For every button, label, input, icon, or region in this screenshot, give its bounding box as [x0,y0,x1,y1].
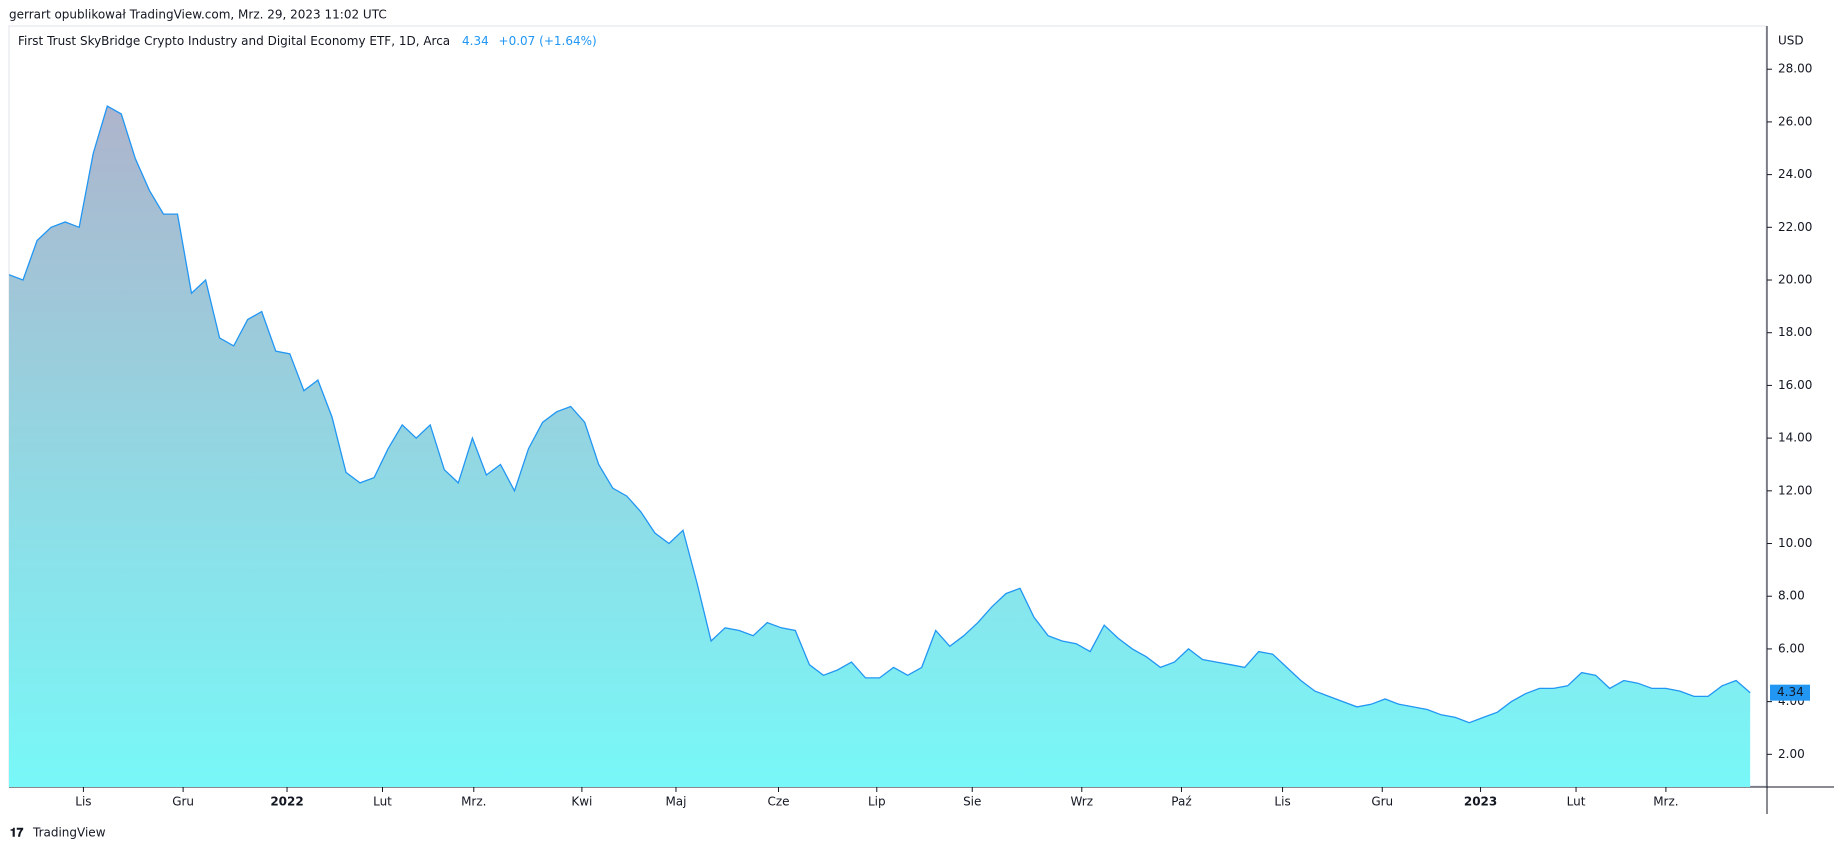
legend-title: First Trust SkyBridge Crypto Industry an… [18,34,450,48]
x-tick-label: Cze [767,795,789,809]
footer-brand: TradingView [32,826,106,840]
last-price-box [1770,684,1810,701]
x-tick-label: Lis [75,795,91,809]
x-tick-label: Mrz. [1653,795,1678,809]
y-tick-label: 24.00 [1778,167,1812,181]
x-tick-label: Lut [1567,795,1586,809]
y-tick-label: 6.00 [1778,641,1805,655]
y-tick-label: 22.00 [1778,220,1812,234]
x-tick-label: Mrz. [461,795,486,809]
y-tick-label: 26.00 [1778,114,1812,128]
header: gerrart opublikował TradingView.com, Mrz… [9,8,387,22]
y-tick-label: 16.00 [1778,378,1812,392]
y-tick-label: 14.00 [1778,431,1812,445]
x-tick-label: Maj [665,795,686,809]
y-tick-label: 8.00 [1778,589,1805,603]
x-tick-label: Lip [868,795,886,809]
y-axis-label: USD [1778,34,1804,48]
plot [8,105,1751,788]
x-tick-label: Gru [172,795,194,809]
x-tick-label: 2023 [1464,795,1497,809]
y-tick-label: 2.00 [1778,747,1805,761]
legend-price: 4.34 [462,34,489,48]
y-tick-label: 12.00 [1778,483,1812,497]
y-tick-label: 18.00 [1778,325,1812,339]
legend: First Trust SkyBridge Crypto Industry an… [18,34,597,48]
last-price-label: 4.34 [1777,685,1804,699]
x-tick-label: Paź [1171,795,1191,809]
footer: 𝟏𝟕 TradingView [10,826,106,840]
x-tick-label: Lut [373,795,392,809]
area-fill [9,106,1751,788]
x-tick-label: Gru [1371,795,1393,809]
y-tick-label: 20.00 [1778,273,1812,287]
y-tick-label: 28.00 [1778,62,1812,76]
x-tick-label: 2022 [270,795,303,809]
legend-change: +0.07 (+1.64%) [499,34,597,48]
x-tick-label: Kwi [571,795,592,809]
logo-mark: 𝟏𝟕 [10,826,24,840]
x-tick-label: Sie [963,795,981,809]
y-tick-label: 10.00 [1778,536,1812,550]
x-tick-label: Wrz [1070,795,1093,809]
price-line [8,105,1751,724]
x-tick-label: Lis [1274,795,1290,809]
